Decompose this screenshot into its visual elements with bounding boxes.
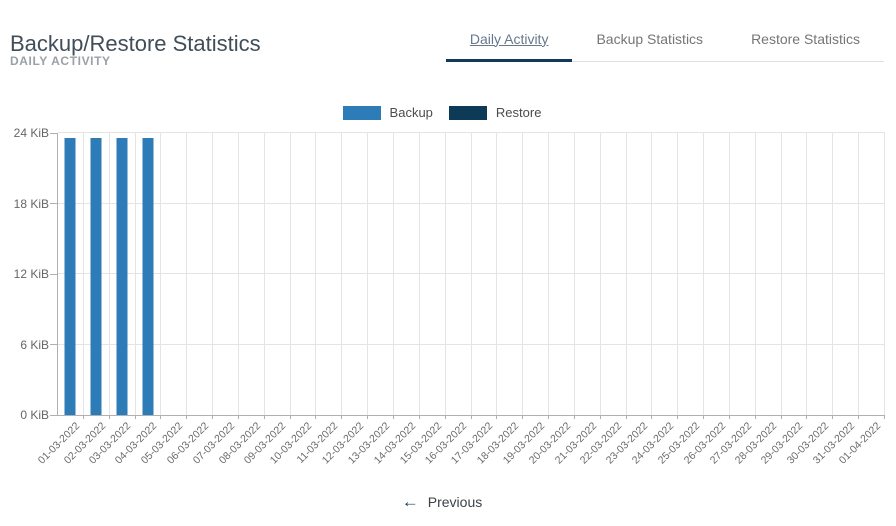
chart-column: 28-03-2022 xyxy=(733,133,782,466)
tick-mark xyxy=(50,203,57,204)
gridline-horizontal xyxy=(58,202,885,204)
y-axis-tick: 24 KiB xyxy=(14,126,57,140)
legend-item-restore[interactable]: Restore xyxy=(448,105,542,120)
chart-column: 31-03-2022 xyxy=(811,133,860,466)
tab-bar: Daily Activity Backup Statistics Restore… xyxy=(445,0,884,62)
backup-bar[interactable] xyxy=(142,137,154,415)
chart-column: 17-03-2022 xyxy=(449,133,498,466)
y-axis-label: 24 KiB xyxy=(13,126,49,140)
tick-mark xyxy=(50,132,57,134)
chart-column: 09-03-2022 xyxy=(242,133,291,466)
backup-bar[interactable] xyxy=(90,137,102,415)
legend-label: Backup xyxy=(389,105,433,120)
y-axis-label: 0 KiB xyxy=(20,408,49,422)
tab-restore-statistics[interactable]: Restore Statistics xyxy=(751,30,860,47)
chart-column: 24-03-2022 xyxy=(630,133,679,466)
chart-column: 27-03-2022 xyxy=(707,133,756,466)
chart-column: 02-03-2022 xyxy=(61,133,110,466)
chart-column: 30-03-2022 xyxy=(785,133,834,466)
chart-column: 07-03-2022 xyxy=(190,133,239,466)
restore-swatch-icon xyxy=(448,105,487,120)
page-subtitle: DAILY ACTIVITY xyxy=(10,54,111,68)
chart-column: 01-04-2022 xyxy=(837,133,885,466)
y-axis-tick: 0 KiB xyxy=(20,408,57,422)
tab-daily-activity[interactable]: Daily Activity xyxy=(445,0,573,62)
y-axis-label: 6 KiB xyxy=(20,337,49,352)
chart-column: 18-03-2022 xyxy=(475,133,524,466)
chart-column: 16-03-2022 xyxy=(423,133,472,466)
gridline-horizontal xyxy=(58,132,885,133)
previous-link[interactable]: ← Previous xyxy=(0,493,884,510)
tick-mark xyxy=(50,344,57,345)
backup-swatch-icon xyxy=(342,105,381,120)
backup-bar[interactable] xyxy=(64,137,76,415)
chart-column: 20-03-2022 xyxy=(526,133,575,466)
y-axis-tick: 6 KiB xyxy=(20,338,57,352)
arrow-left-icon: ← xyxy=(401,492,419,511)
chart-column: 04-03-2022 xyxy=(113,133,162,466)
chart-column: 26-03-2022 xyxy=(682,133,730,466)
y-axis-tick: 12 KiB xyxy=(14,267,57,281)
previous-label: Previous xyxy=(427,493,483,510)
gridline-horizontal xyxy=(58,343,885,345)
chart-column: 14-03-2022 xyxy=(371,133,420,466)
chart-column: 05-03-2022 xyxy=(139,133,188,466)
legend-label: Restore xyxy=(495,105,542,120)
chart-column: 25-03-2022 xyxy=(656,133,705,466)
gridline-horizontal xyxy=(58,273,885,274)
chart-plot-area: 01-03-2022 02-03-2022 03-03-2022 04-03-2022… xyxy=(35,132,885,466)
chart-column: 23-03-2022 xyxy=(604,133,653,466)
chart-column: 12-03-2022 xyxy=(320,133,369,466)
chart-column: 11-03-2022 xyxy=(294,133,343,466)
chart-column: 15-03-2022 xyxy=(397,133,446,466)
backup-bar[interactable] xyxy=(116,137,128,415)
page-title: Backup/Restore Statistics xyxy=(10,30,261,56)
y-axis-label: 18 KiB xyxy=(13,196,49,211)
chart-legend: Backup Restore xyxy=(0,105,884,120)
chart-column: 01-03-2022 xyxy=(35,133,84,466)
tick-mark xyxy=(50,273,57,275)
chart-column: 03-03-2022 xyxy=(87,133,136,466)
chart-column: 08-03-2022 xyxy=(216,133,265,466)
chart-column: 22-03-2022 xyxy=(578,133,627,466)
legend-item-backup[interactable]: Backup xyxy=(342,105,433,120)
chart-column: 21-03-2022 xyxy=(552,133,601,466)
y-axis: 0 KiB 6 KiB 12 KiB 18 KiB 24 KiB xyxy=(0,126,57,422)
chart-column: 29-03-2022 xyxy=(759,133,808,466)
chart-column: 19-03-2022 xyxy=(501,133,550,466)
chart-column: 10-03-2022 xyxy=(268,133,317,466)
chart-column: 13-03-2022 xyxy=(346,133,394,466)
tick-mark xyxy=(50,414,57,416)
tab-backup-statistics[interactable]: Backup Statistics xyxy=(596,30,704,47)
y-axis-tick: 18 KiB xyxy=(14,197,57,211)
chart-column: 06-03-2022 xyxy=(165,133,214,466)
y-axis-label: 12 KiB xyxy=(13,267,49,281)
